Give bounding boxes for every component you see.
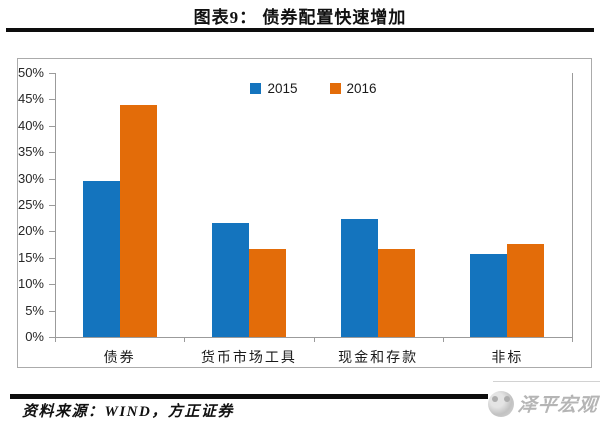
x-axis-tick (572, 338, 573, 342)
y-axis-tick (49, 99, 55, 101)
x-axis-line (55, 337, 573, 338)
legend-item-2016: 2016 (329, 81, 377, 96)
x-axis-tick (184, 338, 186, 342)
bar-2016 (119, 104, 157, 337)
watermark-divider-line (493, 381, 600, 382)
y-axis-tick (49, 337, 55, 338)
plot-right-border (572, 73, 573, 337)
chart-legend: 2015 2016 (55, 81, 572, 96)
legend-swatch-icon (329, 83, 341, 94)
bar-2016 (248, 249, 286, 337)
category-label: 债券 (103, 351, 136, 366)
y-axis-tick (49, 205, 55, 206)
bar-2015 (211, 223, 249, 337)
title-divider (6, 28, 594, 32)
y-axis-label: 20% (17, 223, 44, 239)
x-axis-tick (442, 338, 444, 342)
watermark: 泽平宏观 (488, 390, 599, 417)
category-label: 现金和存款 (338, 351, 419, 366)
y-axis-label: 50% (17, 65, 44, 80)
y-axis-label: 5% (25, 302, 44, 318)
y-axis-label: 10% (17, 276, 44, 292)
legend-swatch-icon (250, 83, 262, 94)
bar-2015 (341, 218, 379, 337)
category-label: 非标 (491, 351, 524, 366)
legend-item-2015: 2015 (250, 81, 298, 96)
y-axis-tick (49, 284, 55, 286)
y-axis-label: 35% (17, 144, 44, 160)
y-axis-line (55, 73, 56, 337)
y-axis-tick (49, 152, 55, 154)
y-axis-label: 15% (17, 249, 44, 265)
y-axis-label: 40% (17, 117, 44, 133)
chart-title: 图表9： 债券配置快速增加 (193, 8, 407, 27)
y-axis-label: 0% (25, 329, 44, 344)
x-axis-tick (313, 338, 315, 342)
legend-label: 2016 (346, 81, 377, 96)
bar-2015 (470, 253, 508, 337)
category-label: 货币市场工具 (200, 351, 297, 366)
bar-2016 (507, 244, 545, 337)
legend-label: 2015 (267, 81, 298, 96)
bar-2015 (82, 181, 120, 337)
y-axis-label: 25% (17, 197, 44, 212)
y-axis-tick (49, 178, 55, 180)
y-axis-tick (49, 73, 55, 74)
y-axis-tick (49, 231, 55, 233)
y-axis-tick (49, 125, 55, 127)
bar-2016 (378, 249, 416, 337)
y-axis-label: 45% (17, 91, 44, 107)
x-axis-tick (55, 338, 56, 342)
y-axis-label: 30% (17, 170, 44, 186)
watermark-logo-icon (488, 390, 514, 417)
y-axis-tick (49, 257, 55, 259)
y-axis-tick (49, 310, 55, 312)
footer-divider (10, 394, 488, 399)
watermark-text: 泽平宏观 (516, 395, 599, 416)
source-caption: 资料来源：WIND，方正证券 (22, 404, 234, 420)
